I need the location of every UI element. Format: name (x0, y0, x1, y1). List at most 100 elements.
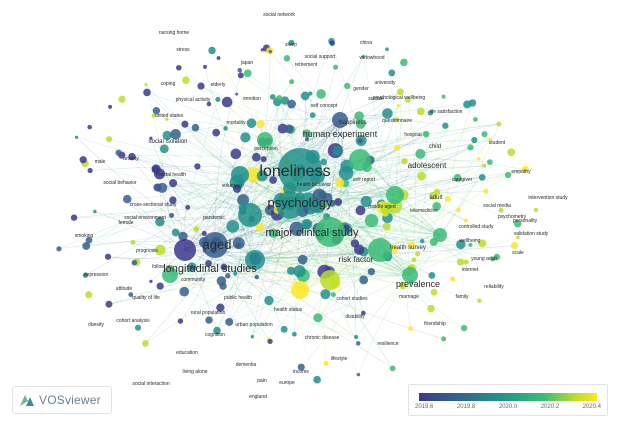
node-label[interactable]: psychology (267, 195, 333, 210)
node-label[interactable]: marriage (399, 294, 419, 300)
network-node[interactable] (85, 291, 93, 299)
network-node[interactable] (471, 136, 478, 144)
network-node[interactable] (316, 89, 326, 99)
network-node[interactable] (130, 239, 136, 245)
node-label[interactable]: cognition (205, 332, 225, 338)
network-node[interactable] (221, 96, 233, 108)
network-node[interactable] (134, 324, 142, 331)
node-label[interactable]: young adult (471, 256, 497, 262)
network-node[interactable] (456, 239, 466, 250)
network-node[interactable] (131, 259, 138, 266)
network-node[interactable] (394, 145, 400, 151)
network-node[interactable] (427, 304, 435, 313)
node-label[interactable]: sleep (285, 42, 297, 48)
node-label[interactable]: health survey (390, 245, 426, 251)
node-label[interactable]: gender (353, 86, 369, 92)
network-node[interactable] (355, 205, 366, 216)
network-node[interactable] (176, 64, 182, 71)
node-label[interactable]: resilience (377, 341, 398, 347)
network-node[interactable] (220, 263, 228, 271)
network-node[interactable] (246, 118, 257, 128)
network-node[interactable] (450, 276, 456, 282)
network-node[interactable] (115, 149, 122, 156)
network-node[interactable] (493, 253, 501, 261)
network-node[interactable] (338, 165, 354, 181)
network-node[interactable] (521, 165, 529, 173)
network-node[interactable] (255, 222, 265, 232)
network-node[interactable] (488, 137, 492, 142)
node-label[interactable]: prognosis (136, 248, 158, 254)
node-label[interactable]: student (489, 140, 506, 146)
network-node[interactable] (142, 339, 149, 347)
network-node[interactable] (309, 112, 316, 119)
node-label[interactable]: prevalence (396, 279, 440, 289)
node-label[interactable]: self concept (311, 103, 338, 109)
network-node[interactable] (385, 47, 389, 52)
network-node[interactable] (288, 39, 295, 46)
network-node[interactable] (169, 212, 175, 218)
network-node[interactable] (118, 95, 126, 103)
network-node[interactable] (357, 138, 363, 144)
network-node[interactable] (269, 176, 277, 184)
node-label[interactable]: perception (254, 146, 278, 152)
network-node[interactable] (260, 48, 264, 52)
network-node[interactable] (165, 117, 169, 121)
node-label[interactable]: elderly (211, 82, 226, 88)
network-node[interactable] (463, 218, 468, 223)
network-node[interactable] (487, 159, 493, 165)
network-node[interactable] (152, 107, 161, 115)
network-node[interactable] (354, 111, 364, 121)
network-node[interactable] (359, 275, 369, 285)
network-node[interactable] (389, 365, 396, 372)
network-node[interactable] (360, 195, 372, 207)
network-node[interactable] (235, 92, 239, 96)
node-label[interactable]: united states (155, 113, 184, 119)
network-node[interactable] (280, 325, 288, 333)
network-node[interactable] (332, 145, 343, 156)
network-node[interactable] (225, 273, 231, 279)
node-label[interactable]: personality (513, 218, 538, 224)
node-label[interactable]: reliability (484, 284, 504, 290)
node-label[interactable]: public health (224, 295, 252, 301)
network-node[interactable] (219, 282, 227, 290)
network-node[interactable] (293, 265, 306, 278)
node-label[interactable]: pandemic (203, 215, 225, 221)
network-node[interactable] (243, 69, 252, 78)
network-node[interactable] (205, 316, 213, 324)
network-node[interactable] (442, 122, 449, 129)
network-node[interactable] (87, 167, 93, 174)
network-node[interactable] (79, 156, 87, 164)
network-node[interactable] (245, 250, 265, 270)
network-node[interactable] (70, 214, 78, 221)
network-node[interactable] (169, 179, 178, 188)
node-label[interactable]: china (360, 40, 372, 46)
network-node[interactable] (453, 173, 462, 183)
network-node[interactable] (335, 178, 345, 188)
network-node[interactable] (177, 318, 184, 324)
network-node[interactable] (332, 112, 348, 128)
node-label[interactable]: education (176, 350, 198, 356)
network-node[interactable] (408, 326, 413, 331)
network-node[interactable] (380, 202, 393, 215)
network-node[interactable] (323, 360, 329, 366)
network-node[interactable] (320, 289, 331, 300)
network-node[interactable] (415, 148, 426, 159)
node-label[interactable]: social environment (124, 215, 166, 221)
network-node[interactable] (356, 341, 361, 346)
node-label[interactable]: widowhood (359, 55, 384, 61)
node-label[interactable]: adolescent (408, 161, 447, 170)
network-node[interactable] (302, 129, 312, 138)
network-node[interactable] (382, 108, 393, 119)
node-label[interactable]: internet (462, 267, 479, 273)
network-node[interactable] (433, 228, 447, 242)
network-node[interactable] (185, 204, 191, 210)
node-label[interactable]: self report (353, 177, 376, 183)
node-label[interactable]: stress (176, 47, 190, 53)
network-node[interactable] (189, 264, 195, 270)
network-node[interactable] (329, 40, 335, 46)
network-node[interactable] (250, 335, 255, 339)
node-label[interactable]: family (455, 294, 469, 300)
network-node[interactable] (268, 228, 279, 238)
network-node[interactable] (213, 326, 221, 335)
network-node[interactable] (194, 163, 201, 170)
